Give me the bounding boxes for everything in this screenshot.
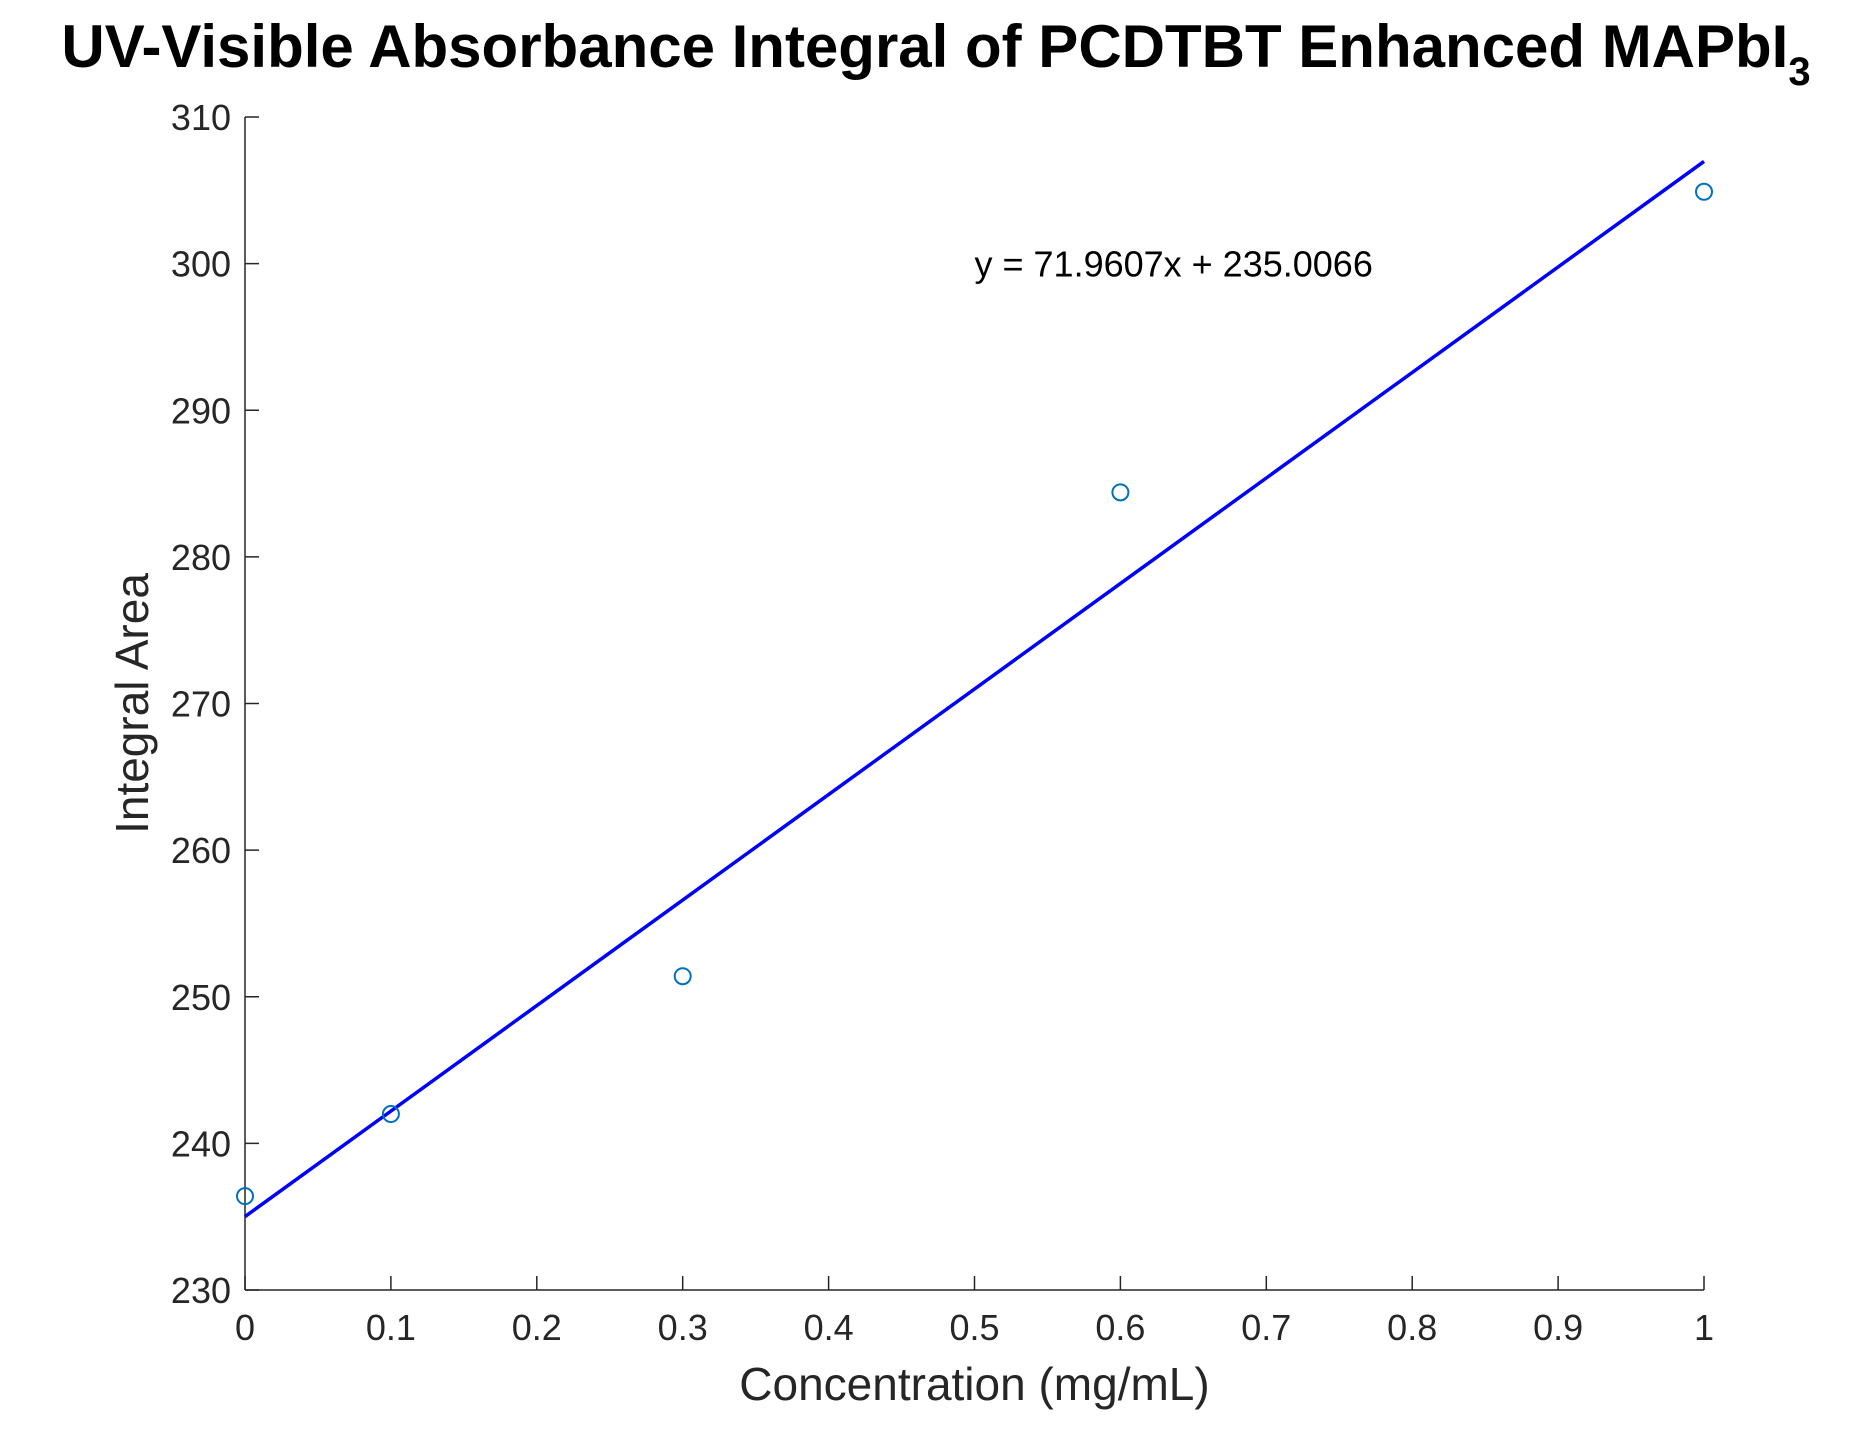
x-tick-label: 0.1 — [366, 1307, 416, 1348]
data-point — [1695, 182, 1713, 201]
x-tick-label: 0 — [235, 1307, 255, 1348]
y-tick-label: 300 — [171, 244, 231, 285]
x-tick-label: 0.4 — [804, 1307, 854, 1348]
x-axis-label: Concentration (mg/mL) — [739, 1358, 1209, 1410]
y-axis-label: Integral Area — [106, 573, 158, 834]
y-tick-label: 240 — [171, 1123, 231, 1164]
fit-equation-label: y = 71.9607x + 235.0066 — [975, 244, 1373, 285]
chart-title: UV-Visible Absorbance Integral of PCDTBT… — [0, 12, 1872, 95]
x-tick-label: 0.3 — [658, 1307, 708, 1348]
x-tick-label: 0.5 — [949, 1307, 999, 1348]
data-point — [673, 967, 692, 986]
y-tick-label: 230 — [171, 1270, 231, 1311]
y-tick-label: 270 — [171, 684, 231, 725]
x-tick-label: 0.8 — [1387, 1307, 1437, 1348]
data-point — [381, 1105, 400, 1124]
fit-line — [243, 160, 1706, 1219]
data-point — [1111, 483, 1130, 502]
x-tick-label: 0.9 — [1533, 1307, 1583, 1348]
y-tick-label: 280 — [171, 537, 231, 578]
y-tick-label: 250 — [171, 977, 231, 1018]
chart-title-subscript: 3 — [1788, 50, 1811, 94]
x-tick-label: 1 — [1694, 1307, 1714, 1348]
x-tick-label: 0.2 — [512, 1307, 562, 1348]
y-tick-label: 260 — [171, 830, 231, 871]
y-tick-label: 310 — [171, 97, 231, 138]
x-tick-label: 0.6 — [1095, 1307, 1145, 1348]
y-tick-label: 290 — [171, 390, 231, 431]
data-point — [236, 1187, 254, 1206]
x-tick-label: 0.7 — [1241, 1307, 1291, 1348]
chart-title-text: UV-Visible Absorbance Integral of PCDTBT… — [61, 13, 1789, 80]
